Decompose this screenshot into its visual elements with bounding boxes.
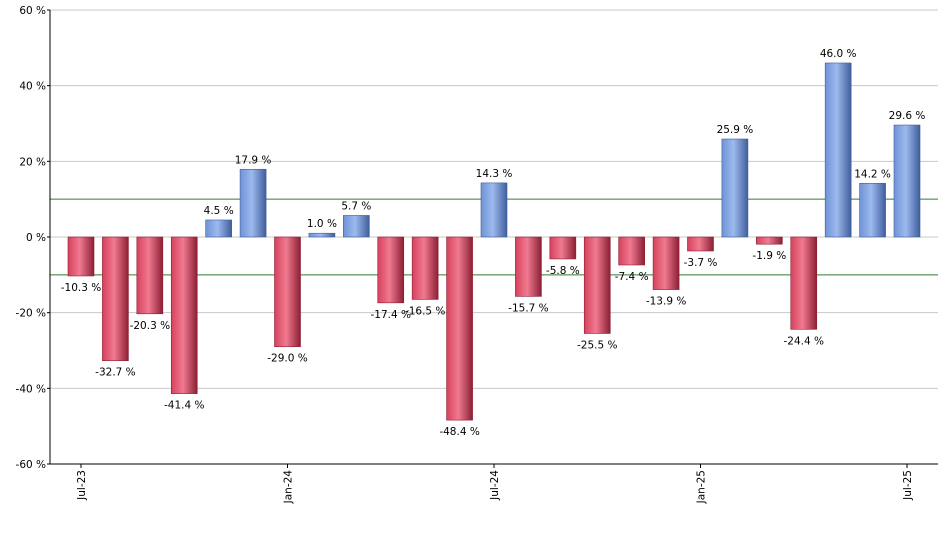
bar <box>102 236 129 362</box>
bar <box>239 168 267 238</box>
data-label: 25.9 % <box>717 124 754 136</box>
y-tick-label: -20 % <box>16 308 46 320</box>
x-tick-label: Jul-23 <box>76 470 88 501</box>
data-label: -48.4 % <box>439 426 480 438</box>
bar <box>756 236 783 245</box>
bar <box>170 236 198 394</box>
data-label: -5.8 % <box>546 265 580 277</box>
y-tick-label: 60 % <box>19 5 46 17</box>
bar <box>480 182 508 238</box>
data-label: -25.5 % <box>577 339 618 351</box>
data-label: -7.4 % <box>615 271 649 283</box>
bar <box>343 215 370 238</box>
bar <box>136 236 164 315</box>
y-tick-label: 40 % <box>19 81 46 93</box>
bar <box>274 236 301 348</box>
data-label: -10.3 % <box>61 282 102 294</box>
bar <box>446 236 473 421</box>
bar <box>377 236 405 304</box>
bars <box>67 62 921 421</box>
bar <box>721 138 749 238</box>
data-label: -29.0 % <box>267 353 308 365</box>
x-tick-label: Jul-24 <box>489 470 501 501</box>
bar <box>652 236 680 290</box>
data-label: -13.9 % <box>646 296 687 308</box>
y-tick-label: 0 % <box>26 232 46 244</box>
data-label: 29.6 % <box>889 110 926 122</box>
data-label: -15.7 % <box>508 302 549 314</box>
data-label: 5.7 % <box>341 200 371 212</box>
data-label: 14.2 % <box>854 168 891 180</box>
bar <box>411 236 439 300</box>
bar <box>308 232 336 238</box>
bar <box>824 62 852 238</box>
data-label: -32.7 % <box>95 367 136 379</box>
y-tick-label: 20 % <box>19 156 46 168</box>
bar <box>859 182 886 238</box>
data-label: -17.4 % <box>371 309 412 321</box>
bar <box>790 236 818 330</box>
x-tick-label: Jul-25 <box>902 470 914 501</box>
data-label: -1.9 % <box>752 250 786 262</box>
bar <box>515 236 542 297</box>
bar <box>67 236 95 277</box>
x-tick-label: Jan-25 <box>696 470 708 504</box>
data-label: -3.7 % <box>684 257 718 269</box>
data-label: -20.3 % <box>130 320 171 332</box>
bar <box>583 236 611 334</box>
bar <box>893 124 921 238</box>
data-label: 14.3 % <box>476 168 513 180</box>
bar <box>549 236 577 260</box>
data-label: -16.5 % <box>405 305 446 317</box>
bar <box>687 236 714 252</box>
data-label: -41.4 % <box>164 400 205 412</box>
data-label: 1.0 % <box>307 218 337 230</box>
data-label: 17.9 % <box>235 154 272 166</box>
data-labels: -10.3 % -32.7 % -20.3 % -41.4 % 4.5 % 17.9 % -… <box>61 48 926 438</box>
data-label: 46.0 % <box>820 48 857 60</box>
axes: -60 % -40 % -20 % 0 % 20 % 40 % 60 % Jul-23 Jan-… <box>16 5 938 504</box>
data-label: -24.4 % <box>784 335 825 347</box>
x-tick-label: Jan-24 <box>283 470 295 505</box>
y-tick-label: -40 % <box>16 383 46 395</box>
bar <box>205 219 232 238</box>
bar <box>618 236 645 266</box>
y-tick-label: -60 % <box>16 459 46 471</box>
data-label: 4.5 % <box>204 205 234 217</box>
